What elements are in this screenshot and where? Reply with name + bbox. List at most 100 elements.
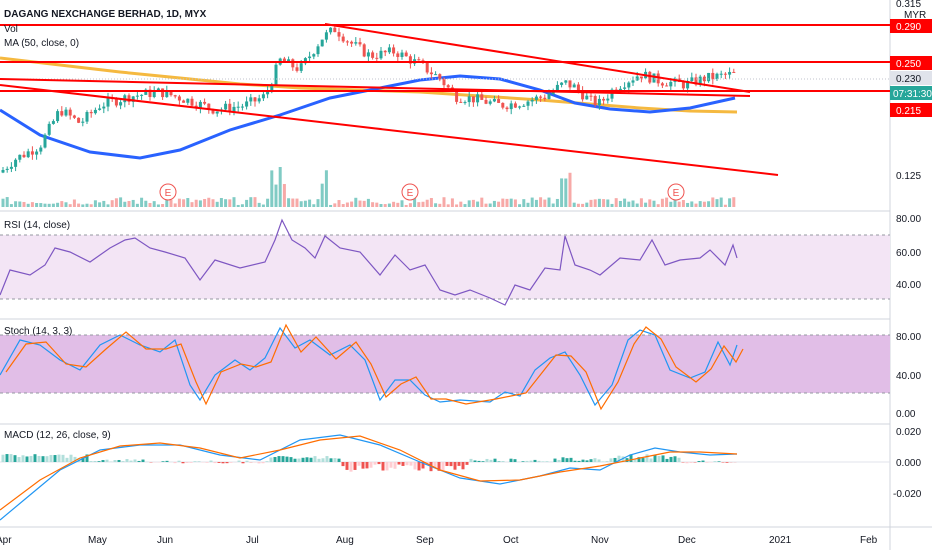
candle-body [173,95,177,97]
volume-bar [282,184,286,207]
macd-histogram-bar [613,457,617,462]
macd-histogram-bar [193,461,197,462]
candle-body [102,106,106,109]
macd-histogram-bar [49,454,53,462]
candle-body [30,151,34,155]
candle-body [627,82,631,88]
candle-body [652,73,656,83]
macd-histogram-bar [457,462,461,466]
candle-body [383,50,387,53]
volume-bar [497,201,501,207]
ma50-path [0,74,736,160]
volume-bar [702,201,706,207]
volume-bar [366,198,370,207]
macd-label: MACD (12, 26, close, 9) [4,430,111,441]
candle-body [539,96,543,98]
volume-bar [509,198,513,207]
macd-axis: 0.020 0.000 -0.020 [893,427,922,500]
macd-histogram-bar [89,461,93,462]
volume-bar [677,201,681,207]
candle-body [392,47,396,54]
candle-body [585,95,589,100]
macd-histogram-bar [257,462,261,464]
earnings-markers[interactable]: E E E [159,183,685,201]
candle-body [303,58,307,64]
volume-bar [274,184,278,207]
countdown-text: 07:31:30 [893,89,932,100]
volume-bar [501,198,505,207]
time-label: Jun [157,535,173,546]
candle-body [702,76,706,82]
candle-body [518,106,522,108]
candle-body [648,71,652,83]
macd-histogram-bar [541,461,545,462]
candle-body [89,112,93,114]
volume-bar [597,198,601,207]
macd-histogram-bar [353,462,357,470]
candle-body [400,52,404,57]
candle-body [358,42,362,45]
candle-body [396,53,400,57]
volume-bar [266,198,270,207]
volume-bar [110,200,114,207]
trend-lines[interactable] [0,23,890,176]
earnings-marker[interactable]: E [667,183,685,201]
candle-body [152,90,156,98]
candle-body [190,98,194,106]
candle-body [732,71,736,73]
volume-bar [249,197,253,207]
earnings-marker[interactable]: E [401,183,419,201]
volume-bar [324,170,328,207]
ma50-line [0,74,736,160]
macd-histogram-bar [469,458,473,462]
volume-bar [64,202,68,207]
candle-body [148,89,152,98]
candle-body [442,78,446,86]
volume-bar [715,199,719,207]
volume-bar [261,204,265,207]
macd-histogram-bar [297,458,301,462]
candle-body [106,97,110,107]
macd-tick: 0.000 [896,458,921,469]
macd-histogram-bar [453,462,457,470]
macd-histogram-bar [277,456,281,462]
volume-bar [635,203,639,207]
time-label: Dec [678,535,696,546]
volume-bar [471,199,475,207]
candle-body [572,84,576,88]
earnings-marker[interactable]: E [159,183,177,201]
macd-histogram-bar [673,456,677,462]
macd-histogram-bar [357,462,361,466]
candle-body [39,147,43,152]
time-axis[interactable]: Apr May Jun Jul Aug Sep Oct Nov Dec 2021… [0,535,878,546]
macd-histogram-bar [21,455,25,462]
macd-histogram-bar [45,456,49,462]
price-tag-290-text: 0.290 [896,22,921,33]
volume-bar [354,197,358,207]
volume-bar [240,204,244,207]
volume-bar [131,199,135,207]
macd-histogram-bar [301,457,305,462]
volume-bar [484,203,488,207]
candle-body [77,117,81,123]
volume-bar [408,203,412,207]
macd-histogram-bar [413,462,417,470]
macd-histogram-bar [281,456,285,462]
candle-body [186,98,190,103]
candle-body [593,96,597,106]
macd-histogram-bar [489,459,493,462]
macd-histogram-bar [377,462,381,465]
macd-histogram-bar [473,460,477,462]
volume-bar [387,203,391,207]
candle-body [333,27,337,33]
candle-body [576,84,580,91]
volume-bar [186,198,190,207]
candle-body [379,50,383,59]
macd-histogram-bar [1,454,5,462]
macd-histogram-bar [725,462,729,463]
macd-histogram-bar [581,459,585,462]
price-axis[interactable]: 0.315 MYR 0.125 0.290 0.250 0.230 07:31:… [890,0,932,182]
candle-body [581,90,585,100]
volume-bar [618,200,622,207]
